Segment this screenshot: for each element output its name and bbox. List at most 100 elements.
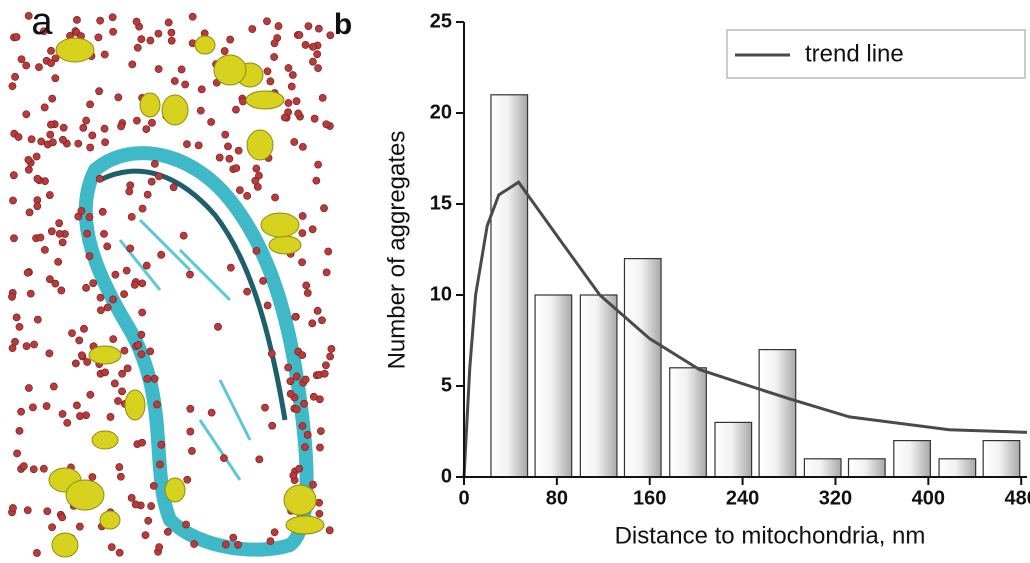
particle (143, 190, 152, 199)
x-tick-label: 80 (546, 487, 568, 509)
aggregate (124, 389, 146, 421)
particle (320, 369, 329, 378)
particle (72, 401, 81, 410)
aggregate (246, 129, 274, 161)
particle (322, 120, 331, 129)
particle (48, 94, 57, 103)
particle (45, 349, 54, 358)
x-tick-label: 240 (726, 487, 759, 509)
particle (86, 100, 94, 109)
particle (183, 140, 191, 149)
particle (120, 346, 129, 355)
particle (314, 160, 323, 169)
particle (232, 164, 241, 173)
particle (234, 540, 242, 549)
particle (266, 77, 275, 86)
particle (98, 207, 107, 216)
particle (122, 266, 131, 275)
particle (263, 17, 271, 26)
particle (110, 379, 119, 388)
particle (82, 116, 91, 125)
particle (239, 97, 247, 106)
particle (284, 64, 293, 72)
y-tick-label: 0 (441, 465, 452, 487)
particle (109, 295, 117, 304)
particle (95, 87, 104, 96)
particle (292, 405, 301, 414)
particle (301, 375, 310, 384)
particle (77, 206, 86, 215)
particle (22, 61, 31, 70)
particle (133, 116, 141, 125)
particle (14, 133, 23, 141)
particle (77, 351, 86, 360)
particle (83, 229, 92, 238)
particle (229, 533, 238, 542)
x-axis-label: Distance to mitochondria, nm (615, 522, 926, 549)
particle (23, 506, 32, 515)
particle (312, 176, 321, 185)
particle (226, 35, 235, 44)
particle (137, 35, 146, 44)
particle (114, 397, 122, 405)
particle (309, 392, 318, 401)
particle (103, 242, 112, 251)
particle (261, 403, 269, 412)
particle (179, 231, 188, 240)
particle (125, 187, 134, 196)
particle (292, 97, 301, 106)
particle (259, 276, 268, 285)
particle (154, 29, 163, 38)
particle (270, 528, 279, 537)
particle (51, 279, 60, 288)
particle (188, 12, 197, 21)
particle (221, 540, 230, 549)
particle (138, 438, 147, 447)
particle (68, 329, 76, 337)
particle (24, 384, 33, 392)
aggregate (213, 54, 247, 86)
particle (33, 202, 42, 211)
particle (271, 193, 279, 202)
bar (623, 258, 662, 478)
particle (298, 143, 307, 151)
particle (58, 238, 67, 247)
x-tick-label: 160 (633, 487, 666, 509)
particle (15, 426, 24, 435)
aggregate (161, 94, 189, 126)
particle (130, 280, 139, 289)
aggregate (99, 510, 121, 530)
particle (327, 345, 336, 353)
particle (153, 400, 161, 409)
particle (284, 363, 293, 372)
particle (248, 25, 257, 33)
particle (12, 313, 21, 322)
particle (101, 138, 109, 147)
particle (138, 279, 147, 288)
particle (292, 372, 301, 381)
particle (134, 341, 143, 349)
particle (266, 537, 275, 546)
particle (137, 330, 146, 339)
particle (287, 82, 296, 91)
particle (85, 213, 94, 221)
particle (95, 174, 104, 183)
aggregate (55, 37, 95, 63)
particle (32, 152, 41, 161)
particle (183, 475, 192, 484)
panel-label: a (31, 1, 53, 43)
particle (263, 67, 272, 76)
particle (115, 548, 124, 557)
x-tick-label: 400 (912, 487, 945, 509)
particle (35, 63, 43, 72)
particle (10, 234, 18, 243)
particle (302, 281, 311, 290)
particle (313, 306, 322, 315)
particle (30, 340, 38, 349)
aggregate (139, 92, 161, 118)
particle (13, 449, 21, 458)
particle (182, 520, 190, 529)
particle (298, 212, 307, 220)
particle (127, 494, 136, 502)
particle (111, 270, 120, 279)
